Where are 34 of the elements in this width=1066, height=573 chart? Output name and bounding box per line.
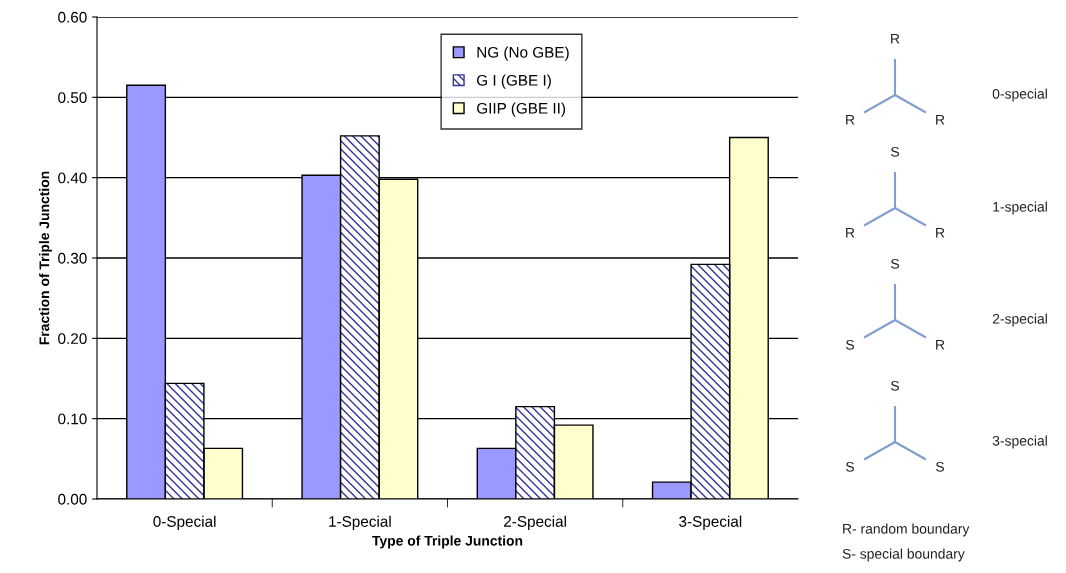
x-tick-label: 1-Special xyxy=(329,515,391,530)
text: R- random boundary xyxy=(843,523,970,537)
y-axis-title: Fraction of Triple Junction xyxy=(39,171,52,345)
text: S xyxy=(891,146,899,157)
text: S xyxy=(891,258,899,269)
text: S xyxy=(936,461,944,472)
text: R xyxy=(936,340,945,350)
text: R xyxy=(936,228,945,238)
text: R xyxy=(936,115,945,125)
x-tick-label: 2-Special xyxy=(504,515,566,530)
legend-label: NG (No GBE) xyxy=(477,46,569,61)
text: 3-special xyxy=(992,435,1047,449)
text: R xyxy=(891,34,900,44)
y-tick-label: 0.20 xyxy=(58,333,87,345)
y-tick-label: 0.40 xyxy=(58,172,87,184)
text: 1-special xyxy=(993,201,1047,215)
y-tick-label: 0.00 xyxy=(58,493,87,505)
text: S- special boundary xyxy=(842,548,965,562)
y-tick-label: 0.10 xyxy=(58,413,87,425)
text: S xyxy=(891,380,899,391)
text: R xyxy=(846,228,855,238)
text: S xyxy=(846,339,854,350)
y-tick-label: 0.30 xyxy=(58,252,87,264)
legend-label: GIIP (GBE II) xyxy=(477,102,566,117)
y-tick-label: 0.50 xyxy=(58,92,87,104)
text: 0-special xyxy=(992,88,1047,102)
legend-label: G I (GBE I) xyxy=(477,74,551,89)
text: S xyxy=(846,461,854,472)
text: R xyxy=(846,115,855,125)
x-axis-title: Type of Triple Junction xyxy=(372,535,523,549)
x-tick-label: 3-Special xyxy=(679,515,742,530)
x-tick-label: 0-Special xyxy=(153,515,216,530)
text: 2-special xyxy=(992,313,1047,327)
y-tick-label: 0.60 xyxy=(58,11,87,23)
